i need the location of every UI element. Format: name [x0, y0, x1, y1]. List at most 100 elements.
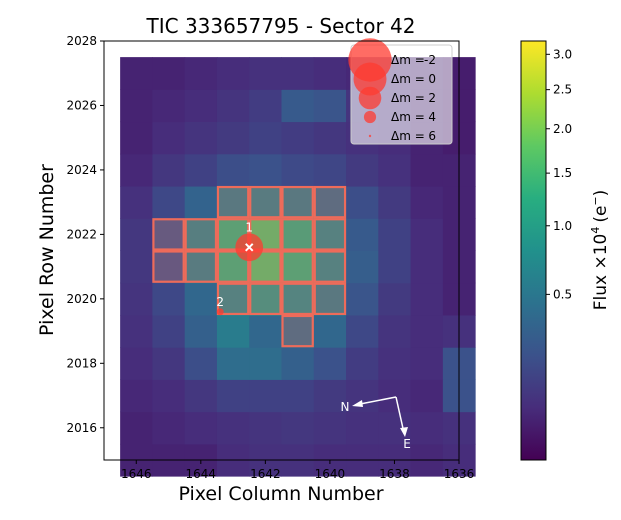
- heatmap-cell: [281, 250, 315, 284]
- star-label: 1: [245, 220, 253, 234]
- colorbar-tick-label: 2.0: [553, 122, 572, 136]
- heatmap-cell: [410, 314, 444, 348]
- aperture-pixel: [249, 282, 282, 316]
- heatmap-cell: [410, 250, 444, 284]
- heatmap-cell: [184, 314, 218, 348]
- heatmap-cell: [249, 379, 282, 413]
- heatmap-cell: [120, 57, 153, 90]
- x-tick-label: 1644: [186, 467, 217, 481]
- colorbar-ticks: 0.5 1.0 1.5 2.0 2.5 3.0: [546, 47, 572, 301]
- heatmap-cell: [281, 186, 315, 219]
- aperture-pixel: [281, 282, 314, 316]
- heatmap-cell: [281, 347, 315, 380]
- compass-east-label: E: [403, 437, 411, 451]
- heatmap-cell: [378, 379, 412, 413]
- heatmap-cell: [216, 314, 250, 348]
- heatmap-cell: [216, 153, 250, 187]
- legend-marker: [363, 110, 377, 124]
- heatmap-cell: [410, 411, 444, 445]
- colorbar-tick-label: 3.0: [553, 47, 572, 61]
- heatmap-cell: [120, 186, 153, 219]
- heatmap-cell: [120, 250, 153, 284]
- heatmap-cell: [410, 282, 444, 316]
- colorbar-tick-label: 0.5: [553, 287, 572, 301]
- heatmap-cell: [313, 347, 347, 380]
- compass-east-arrow: [395, 396, 405, 434]
- heatmap: [120, 57, 476, 477]
- heatmap-cell: [184, 250, 218, 284]
- heatmap-cell: [249, 411, 282, 445]
- legend-label: Δm = 6: [391, 129, 436, 143]
- legend-marker: [368, 134, 372, 138]
- compass-north-arrowhead: [352, 400, 363, 407]
- y-tick-label: 2018: [66, 356, 97, 370]
- heatmap-cell: [152, 218, 186, 251]
- heatmap-cell: [281, 379, 315, 413]
- heatmap-cell: [313, 282, 347, 316]
- heatmap-cell: [346, 153, 379, 187]
- heatmap-cell: [120, 121, 153, 155]
- heatmap-cell: [152, 121, 186, 155]
- heatmap-cell: [120, 314, 153, 348]
- heatmap-cell: [313, 57, 347, 90]
- heatmap-cell: [346, 282, 379, 316]
- heatmap-cell: [120, 153, 153, 187]
- heatmap-cell: [346, 250, 379, 284]
- colorbar-tick-label: 1.5: [553, 166, 572, 180]
- heatmap-cell: [152, 314, 186, 348]
- heatmap-cell: [184, 89, 218, 123]
- aperture-pixel: [313, 218, 347, 251]
- heatmap-cell: [249, 57, 282, 90]
- y-tick-label: 2022: [66, 227, 97, 241]
- heatmap-cell: [216, 89, 250, 123]
- heatmap-cell: [313, 314, 347, 348]
- compass-north-label: N: [341, 400, 350, 414]
- heatmap-cell: [281, 89, 315, 123]
- aperture-pixel: [216, 282, 250, 316]
- heatmap-cell: [281, 153, 315, 187]
- heatmap-cell: [152, 186, 186, 219]
- heatmap-cell: [184, 411, 218, 445]
- heatmap-cell: [313, 218, 347, 251]
- heatmap-cell: [410, 347, 444, 380]
- legend-label: Δm = 0: [391, 72, 436, 86]
- aperture-pixel: [281, 218, 314, 251]
- x-tick-label: 1642: [250, 467, 281, 481]
- aperture-pixel: [281, 185, 314, 219]
- heatmap-cell: [378, 314, 412, 348]
- heatmap-cell: [410, 186, 444, 219]
- heatmap-cell: [249, 186, 282, 219]
- heatmap-cell: [281, 314, 315, 348]
- star-marker: [216, 308, 224, 316]
- x-axis-ticks: 1646 1644 1642 1640 1638 1636: [121, 460, 474, 481]
- aperture-pixel: [249, 185, 282, 219]
- heatmap-cell: [313, 89, 347, 123]
- heatmap-cell: [152, 379, 186, 413]
- heatmap-cell: [120, 379, 153, 413]
- aperture-pixel: [152, 218, 185, 251]
- aperture-pixel: [216, 185, 250, 219]
- heatmap-cell: [120, 218, 153, 251]
- heatmap-cell: [152, 347, 186, 380]
- heatmap-cell: [249, 314, 282, 348]
- heatmap-cell: [346, 379, 379, 413]
- heatmap-cell: [346, 218, 379, 251]
- heatmap-cell: [281, 282, 315, 316]
- x-axis-label: Pixel Column Number: [178, 483, 383, 505]
- heatmap-cell: [378, 186, 412, 219]
- heatmap-cell: [120, 282, 153, 316]
- heatmap-cell: [152, 282, 186, 316]
- heatmap-cell: [313, 186, 347, 219]
- heatmap-cell: [378, 153, 412, 187]
- heatmap-cell: [216, 57, 250, 90]
- heatmap-cell: [313, 250, 347, 284]
- heatmap-cell: [216, 379, 250, 413]
- heatmap-cell: [313, 153, 347, 187]
- heatmap-cell: [378, 282, 412, 316]
- heatmap-cell: [378, 218, 412, 251]
- heatmap-cell: [184, 153, 218, 187]
- heatmap-cell: [249, 121, 282, 155]
- heatmap-cell: [378, 250, 412, 284]
- y-axis-label: Pixel Row Number: [36, 164, 58, 336]
- aperture-pixel: [313, 282, 347, 316]
